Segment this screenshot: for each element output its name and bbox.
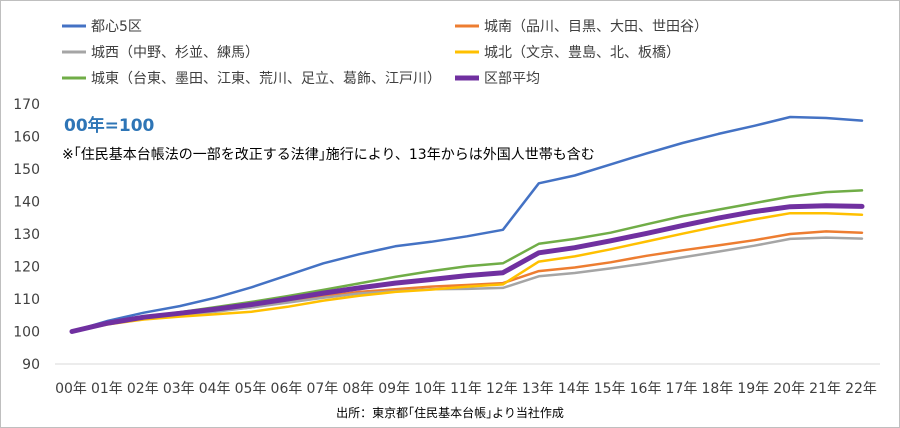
legend-label: 城東（台東、墨田、江東、荒川、足立、葛飾、江戸川） [91,71,441,87]
x-tick-label: 21年 [809,381,841,397]
y-tick-label: 170 [13,97,40,113]
x-tick-label: 04年 [199,381,231,397]
x-tick-label: 20年 [773,381,805,397]
y-tick-label: 130 [13,227,40,243]
x-tick-label: 09年 [378,381,410,397]
series-lines [69,115,865,334]
y-tick-label: 160 [13,130,40,146]
y-tick-label: 90 [22,357,40,373]
legend-label: 城北（文京、豊島、北、板橋） [484,45,680,61]
series-line-5 [69,203,865,334]
x-tick-label: 19年 [737,381,769,397]
x-tick-label: 13年 [522,381,554,397]
chart-note: ※｢住民基本台帳法の一部を改正する法律｣施行により、13年からは外国人世帯も含む [62,146,595,163]
x-tick-label: 14年 [558,381,590,397]
x-tick-label: 01年 [91,381,123,397]
series-line-3 [70,211,864,333]
x-tick-label: 22年 [845,381,877,397]
legend-label: 城南（品川、目黒、大田、世田谷） [484,19,708,35]
x-tick-label: 06年 [271,381,303,397]
x-tick-label: 15年 [594,381,626,397]
y-axis-ticks: 90 100 110 120 130 140 150 160 170 [13,97,40,373]
y-tick-label: 110 [13,292,40,308]
x-tick-label: 08年 [342,381,374,397]
legend-label: 都心5区 [91,19,142,35]
y-tick-label: 120 [13,260,40,276]
x-tick-label: 18年 [701,381,733,397]
x-tick-label: 05年 [235,381,267,397]
y-tick-label: 150 [13,162,40,178]
x-tick-label: 11年 [450,381,482,397]
x-tick-label: 00年 [55,381,87,397]
x-tick-label: 02年 [127,381,159,397]
legend-label: 城西（中野、杉並、練馬） [91,45,259,61]
legend-label: 区部平均 [484,71,540,87]
chart-subtitle: 00年=100 [64,115,155,136]
y-tick-label: 100 [13,325,40,341]
x-tick-label: 10年 [414,381,446,397]
x-tick-label: 12年 [486,381,518,397]
series-line-0 [70,115,864,333]
y-tick-label: 140 [13,195,40,211]
x-tick-label: 03年 [163,381,195,397]
chart-source: 出所：東京都｢住民基本台帳｣より当社作成 [336,405,564,420]
legend: 都心5区 城南（品川、目黒、大田、世田谷） 城西（中野、杉並、練馬） 城北（文京、豊島… [62,19,708,87]
x-tick-label: 17年 [666,381,698,397]
x-axis-ticks: 00年 01年 02年 03年 04年 05年 06年 07年 08年 09年 10年 11年 12年 1… [55,381,877,397]
x-tick-label: 07年 [306,381,338,397]
x-tick-label: 16年 [630,381,662,397]
